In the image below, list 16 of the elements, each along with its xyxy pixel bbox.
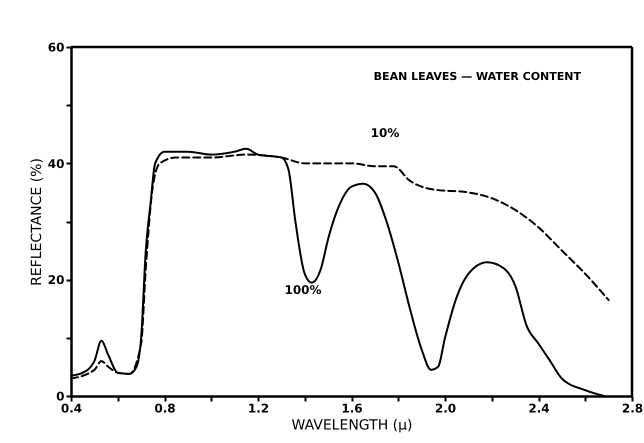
x-tick-label: 2.0 <box>434 402 456 416</box>
y-tick-label: 60 <box>48 40 64 54</box>
text: BEAN LEAVES — WATER CONTENT <box>374 70 582 83</box>
x-tick-label: 1.6 <box>341 402 363 416</box>
x-tick-label: 2.8 <box>622 402 644 416</box>
y-tick-label: 0 <box>56 390 64 404</box>
x-axis-title: WAVELENGTH (μ) <box>291 418 413 434</box>
x-tick-label: 1.2 <box>248 402 270 416</box>
x-tick-label: 0.8 <box>154 402 176 416</box>
y-tick-label: 40 <box>48 156 64 171</box>
annotation: 10% <box>370 126 400 140</box>
x-tick-label: 0.4 <box>60 402 82 416</box>
x-tick-label: 2.4 <box>528 402 550 416</box>
y-axis-title: REFLECTANCE (%) <box>28 158 45 286</box>
annotation: 100% <box>284 283 322 297</box>
y-tick-label: 20 <box>48 273 64 288</box>
